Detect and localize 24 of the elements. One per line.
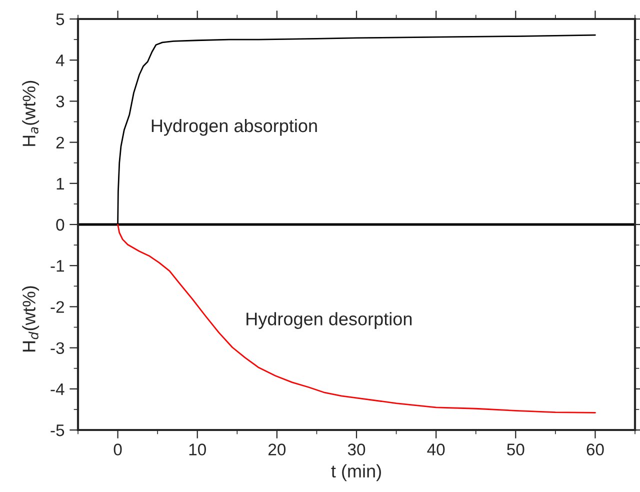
x-tick-label: 10 — [189, 444, 206, 456]
line-series — [117, 224, 596, 414]
y-axis-title: H$_{a}$(wt%) — [22, 80, 39, 146]
x-tick-label: 50 — [507, 444, 524, 456]
annotation: Hydrogen absorption — [152, 118, 317, 136]
x-tick-label: 20 — [268, 444, 286, 456]
y-tick-label: 1 — [56, 178, 64, 190]
y-tick-label: 3 — [56, 96, 64, 108]
y-tick-label: -3 — [50, 342, 64, 354]
text: H$_{d}$(wt%) — [22, 286, 39, 352]
x-tick-label: 30 — [348, 444, 366, 456]
y-tick-label: -5 — [50, 424, 64, 436]
y-tick-label: -4 — [50, 383, 64, 395]
x-tick-label: 0 — [114, 444, 122, 456]
y-tick-label: 4 — [56, 54, 64, 66]
y-tick-label: -1 — [50, 260, 64, 272]
y-tick-label: 5 — [56, 14, 64, 26]
annotation: Hydrogen desorption — [246, 312, 412, 329]
x-axis-title: t (min) — [331, 464, 381, 482]
y-tick-label: -2 — [50, 301, 64, 313]
x-tick-label: 40 — [427, 444, 445, 456]
y-tick-label: 2 — [56, 136, 64, 148]
y-tick-label: 0 — [56, 218, 64, 231]
x-tick-label: 60 — [586, 444, 604, 456]
